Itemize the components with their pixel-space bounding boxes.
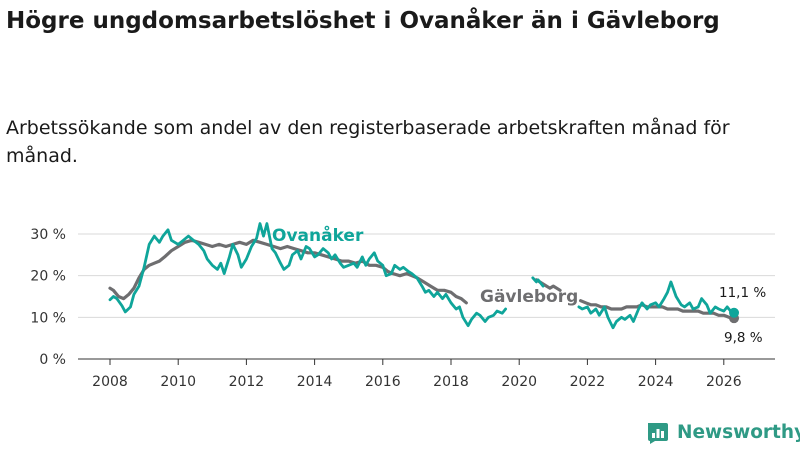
y-tick-label: 10 % (30, 310, 66, 326)
end-label-ovanaker: 11,1 % (719, 285, 766, 301)
x-tick-label: 2026 (706, 374, 742, 390)
series-label-ovanaker: Ovanåker (272, 224, 364, 246)
x-tick-label: 2022 (570, 374, 606, 390)
y-axis-ticks: 0 % 10 % 20 % 30 % (30, 227, 66, 368)
end-dot-ovanaker (729, 307, 740, 318)
chart-subtitle: Arbetssökande som andel av den registerb… (6, 117, 730, 167)
y-tick-label: 20 % (30, 269, 66, 285)
x-tick-label: 2014 (297, 374, 333, 390)
y-tick-label: 30 % (30, 227, 66, 243)
brand-name: Newsworthy (677, 421, 800, 443)
series-labels: Ovanåker Gävleborg 11,1 % 9,8 % (272, 224, 766, 346)
x-tick-label: 2008 (92, 374, 128, 390)
x-tick-label: 2020 (501, 374, 537, 390)
x-tick-label: 2016 (365, 374, 401, 390)
y-tick-label: 0 % (39, 352, 66, 368)
x-tick-label: 2012 (229, 374, 265, 390)
chart-title: Högre ungdomsarbetslöshet i Ovanåker än … (6, 8, 720, 34)
series-lines (108, 222, 740, 330)
newsworthy-icon (648, 423, 668, 444)
series-line-ovanaker (108, 222, 736, 330)
series-label-gavleborg: Gävleborg (480, 287, 578, 307)
end-label-gavleborg: 9,8 % (724, 330, 763, 346)
newsworthy-logo: Newsworthy (646, 420, 800, 444)
x-axis: 2008 2010 2012 2014 2016 2018 2020 2022 2024 2026 (78, 358, 775, 390)
gridlines (78, 233, 775, 318)
x-tick-label: 2010 (160, 374, 196, 390)
x-tick-label: 2024 (638, 374, 674, 390)
x-tick-label: 2018 (433, 374, 469, 390)
